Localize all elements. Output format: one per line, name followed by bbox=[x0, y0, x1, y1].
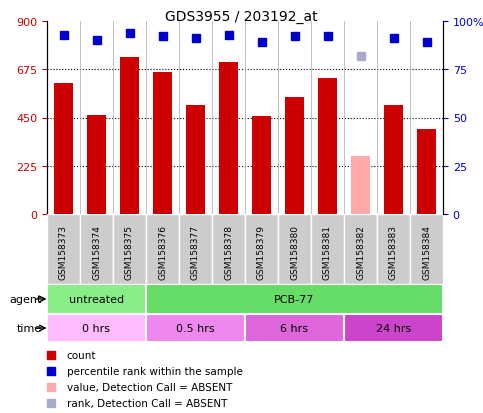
Bar bbox=[377, 214, 410, 284]
Bar bbox=[55, 84, 72, 214]
Text: GSM158374: GSM158374 bbox=[92, 225, 101, 280]
Bar bbox=[47, 284, 146, 314]
Bar bbox=[113, 214, 146, 284]
Text: GSM158382: GSM158382 bbox=[356, 225, 365, 280]
Text: 0.5 hrs: 0.5 hrs bbox=[176, 323, 215, 333]
Bar bbox=[146, 214, 179, 284]
Text: PCB-77: PCB-77 bbox=[274, 294, 315, 304]
Text: value, Detection Call = ABSENT: value, Detection Call = ABSENT bbox=[67, 382, 232, 392]
Text: rank, Detection Call = ABSENT: rank, Detection Call = ABSENT bbox=[67, 399, 227, 408]
Text: GSM158377: GSM158377 bbox=[191, 225, 200, 280]
Text: GSM158383: GSM158383 bbox=[389, 225, 398, 280]
Text: GSM158375: GSM158375 bbox=[125, 225, 134, 280]
Text: untreated: untreated bbox=[69, 294, 124, 304]
Text: 24 hrs: 24 hrs bbox=[376, 323, 411, 333]
Text: 0 hrs: 0 hrs bbox=[83, 323, 111, 333]
Bar bbox=[186, 105, 205, 214]
Text: GSM158379: GSM158379 bbox=[257, 225, 266, 280]
Text: GSM158376: GSM158376 bbox=[158, 225, 167, 280]
Text: percentile rank within the sample: percentile rank within the sample bbox=[67, 366, 242, 377]
Bar bbox=[47, 214, 80, 284]
Text: GSM158380: GSM158380 bbox=[290, 225, 299, 280]
Text: GDS3955 / 203192_at: GDS3955 / 203192_at bbox=[165, 10, 318, 24]
Bar bbox=[384, 105, 402, 214]
Bar bbox=[253, 117, 270, 214]
Bar bbox=[311, 214, 344, 284]
Bar bbox=[278, 214, 311, 284]
Text: count: count bbox=[67, 351, 96, 361]
Bar bbox=[179, 214, 212, 284]
Bar bbox=[219, 63, 238, 214]
Bar bbox=[146, 314, 245, 342]
Bar bbox=[344, 314, 443, 342]
Bar bbox=[318, 78, 337, 214]
Text: GSM158381: GSM158381 bbox=[323, 225, 332, 280]
Bar bbox=[285, 98, 304, 214]
Bar bbox=[245, 314, 344, 342]
Text: GSM158378: GSM158378 bbox=[224, 225, 233, 280]
Text: agent: agent bbox=[10, 294, 42, 304]
Bar bbox=[212, 214, 245, 284]
Text: 6 hrs: 6 hrs bbox=[281, 323, 309, 333]
Text: time: time bbox=[17, 323, 42, 333]
Bar bbox=[410, 214, 443, 284]
Bar bbox=[417, 130, 436, 214]
Bar bbox=[87, 116, 106, 214]
Bar bbox=[245, 214, 278, 284]
Bar bbox=[120, 58, 139, 214]
Bar bbox=[344, 214, 377, 284]
Bar bbox=[80, 214, 113, 284]
Text: GSM158373: GSM158373 bbox=[59, 225, 68, 280]
Bar bbox=[154, 73, 171, 214]
Bar bbox=[352, 157, 369, 214]
Text: GSM158384: GSM158384 bbox=[422, 225, 431, 280]
Bar bbox=[146, 284, 443, 314]
Bar bbox=[47, 314, 146, 342]
